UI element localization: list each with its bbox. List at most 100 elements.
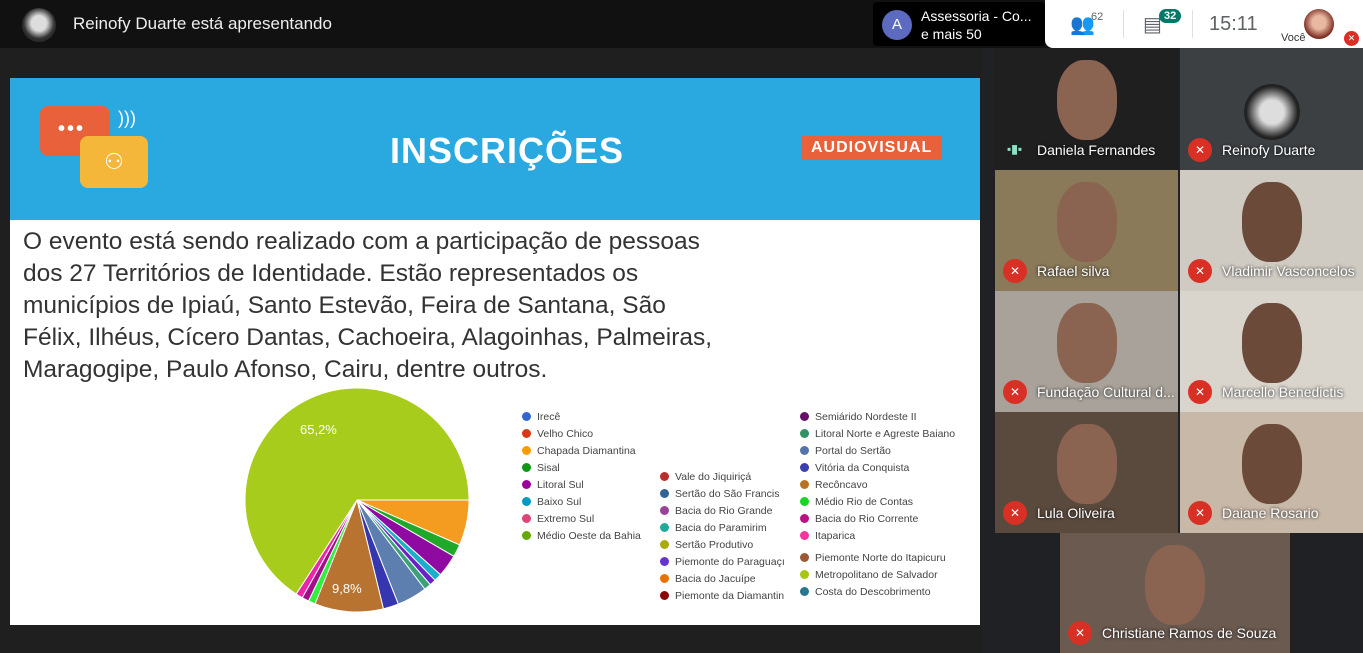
people-button[interactable]: 👥	[1070, 12, 1095, 37]
legend-swatch	[522, 531, 531, 540]
legend-item: Sisal	[522, 459, 641, 476]
participant-tile[interactable]: ✕ Fundação Cultural d...	[995, 291, 1178, 412]
mic-off-icon: ✕	[1003, 380, 1027, 404]
legend-swatch	[800, 587, 809, 596]
presenter-title: Reinofy Duarte está apresentando	[73, 14, 332, 33]
chat-button[interactable]: ▤	[1143, 12, 1162, 37]
legend-item: Velho Chico	[522, 425, 641, 442]
legend-label: Metropolitano de Salvador	[815, 568, 938, 581]
slide-title: INSCRIÇÕES	[390, 130, 625, 171]
presenter-avatar	[22, 8, 56, 42]
legend-swatch	[660, 489, 669, 498]
participant-tile[interactable]: ▪▮▪ Daniela Fernandes	[995, 48, 1178, 170]
participant-name: Reinofy Duarte	[1222, 142, 1316, 158]
people-network-icon: ⚇	[80, 136, 148, 188]
mic-off-icon: ✕	[1003, 259, 1027, 283]
mic-off-icon: ✕	[1068, 621, 1092, 645]
legend-item: Médio Oeste da Bahia	[522, 527, 641, 544]
meeting-controls: 👥 62 ▤ 32 15:11 Você ✕	[1045, 0, 1363, 48]
legend-swatch	[800, 570, 809, 579]
legend-label: Vitória da Conquista	[815, 461, 910, 474]
legend-label: Litoral Sul	[537, 478, 584, 491]
participant-video	[1241, 303, 1302, 383]
legend-swatch	[800, 429, 809, 438]
legend-item: Bacia do Rio Grande	[660, 502, 785, 519]
participant-video	[1056, 424, 1117, 504]
mic-off-icon: ✕	[1188, 380, 1212, 404]
legend-item: Bacia do Rio Corrente	[800, 510, 955, 527]
legend-item: Irecê	[522, 408, 641, 425]
legend-label: Sertão do São Francis	[675, 487, 780, 500]
participant-tile[interactable]: ✕ Rafael silva	[995, 170, 1178, 291]
legend-item: Bacia do Paramirim	[660, 519, 785, 536]
legend-item: Bacia do Jacuípe	[660, 570, 785, 587]
participant-video	[1056, 182, 1117, 262]
legend-swatch	[522, 480, 531, 489]
legend-label: Portal do Sertão	[815, 444, 891, 457]
legend-column: Semiárido Nordeste II Litoral Norte e Agr…	[800, 408, 955, 544]
legend-item: Piemonte da Diamantin	[660, 587, 785, 604]
mic-off-icon: ✕	[1344, 31, 1359, 46]
legend-swatch	[800, 446, 809, 455]
legend-label: Piemonte da Diamantin	[675, 589, 785, 602]
mic-off-icon: ✕	[1188, 138, 1212, 162]
divider	[1192, 10, 1193, 38]
top-bar: Reinofy Duarte está apresentando A Asses…	[0, 0, 1363, 48]
participant-video	[1145, 545, 1205, 625]
legend-label: Chapada Diamantina	[537, 444, 636, 457]
participant-tile[interactable]: ✕ Daiane Rosario	[1180, 412, 1363, 533]
legend-label: Médio Oeste da Bahia	[537, 529, 641, 542]
legend-item: Vitória da Conquista	[800, 459, 955, 476]
participant-name: Fundação Cultural d...	[1037, 384, 1175, 400]
legend-column: Irecê Velho Chico Chapada Diamantina Sisal L…	[522, 408, 641, 544]
legend-item: Metropolitano de Salvador	[800, 566, 946, 583]
legend-item: Sertão do São Francis	[660, 485, 785, 502]
legend-swatch	[660, 523, 669, 532]
legend-swatch	[800, 531, 809, 540]
legend-swatch	[522, 514, 531, 523]
legend-swatch	[522, 412, 531, 421]
people-icon: 👥	[1070, 14, 1095, 36]
legend-label: Semiárido Nordeste II	[815, 410, 917, 423]
legend-label: Extremo Sul	[537, 512, 595, 525]
legend-item: Piemonte do Paraguaçı	[660, 553, 785, 570]
clock: 15:11	[1209, 13, 1258, 35]
mic-off-icon: ✕	[1188, 501, 1212, 525]
legend-label: Sertão Produtivo	[675, 538, 754, 551]
participant-video	[1056, 303, 1117, 383]
participant-video	[1241, 424, 1302, 504]
wifi-icon: )))	[118, 108, 136, 128]
participant-tile[interactable]: ✕ Christiane Ramos de Souza	[1060, 533, 1290, 653]
legend-label: Velho Chico	[537, 427, 594, 440]
legend-column: Vale do Jiquiriçá Sertão do São Francis Ba…	[660, 468, 785, 604]
legend-label: Costa do Descobrimento	[815, 585, 931, 598]
self-avatar[interactable]	[1304, 9, 1334, 39]
legend-item: Litoral Norte e Agreste Baiano	[800, 425, 955, 442]
legend-item: Baixo Sul	[522, 493, 641, 510]
legend-swatch	[800, 497, 809, 506]
legend-label: Bacia do Jacuípe	[675, 572, 756, 585]
participant-tile[interactable]: ✕ Marcello Benedictis	[1180, 291, 1363, 412]
participant-tile[interactable]: ✕ Reinofy Duarte	[1180, 48, 1363, 170]
other-participants-chip[interactable]: A Assessoria - Co... e mais 50	[873, 2, 1045, 46]
legend-item: Itaparica	[800, 527, 955, 544]
legend-swatch	[800, 463, 809, 472]
legend-item: Piemonte Norte do Itapicuru	[800, 549, 946, 566]
participant-tile[interactable]: ✕ Vladimir Vasconcelos	[1180, 170, 1363, 291]
participant-name: Marcello Benedictis	[1222, 384, 1344, 400]
people-count: 62	[1091, 11, 1104, 23]
pie-label-reconcavo: 9,8%	[332, 581, 362, 596]
legend-label: Itaparica	[815, 529, 856, 542]
legend-label: Irecê	[537, 410, 561, 423]
participant-avatar: A	[882, 10, 912, 40]
legend-swatch	[660, 557, 669, 566]
participant-name: Daniela Fernandes	[1037, 142, 1156, 158]
legend-swatch	[800, 514, 809, 523]
participant-tile[interactable]: ✕ Lula Oliveira	[995, 412, 1178, 533]
participant-video	[1056, 60, 1117, 140]
mic-off-icon: ✕	[1188, 259, 1212, 283]
participant-video	[1243, 84, 1300, 140]
legend-label: Médio Rio de Contas	[815, 495, 914, 508]
legend-item: Vale do Jiquiriçá	[660, 468, 785, 485]
participant-name: Rafael silva	[1037, 263, 1110, 279]
